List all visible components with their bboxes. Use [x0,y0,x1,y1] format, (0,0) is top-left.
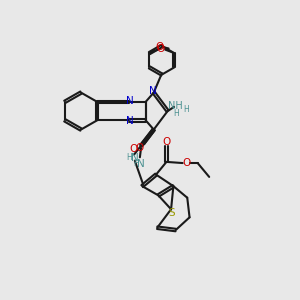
Text: O: O [130,144,138,154]
Text: O: O [155,42,164,52]
Text: S: S [168,208,175,218]
Text: H: H [184,105,189,114]
Text: N: N [149,86,157,96]
Text: O: O [157,44,165,54]
Text: H: H [134,158,139,167]
Text: H: H [173,109,178,118]
Text: O: O [182,158,190,168]
Text: N: N [137,159,145,169]
Text: N: N [131,153,139,164]
Text: N: N [126,116,134,127]
Text: NH: NH [168,101,183,111]
Text: O: O [136,143,144,153]
Text: O: O [163,136,171,147]
Text: N: N [126,96,134,106]
Text: H: H [127,153,132,162]
